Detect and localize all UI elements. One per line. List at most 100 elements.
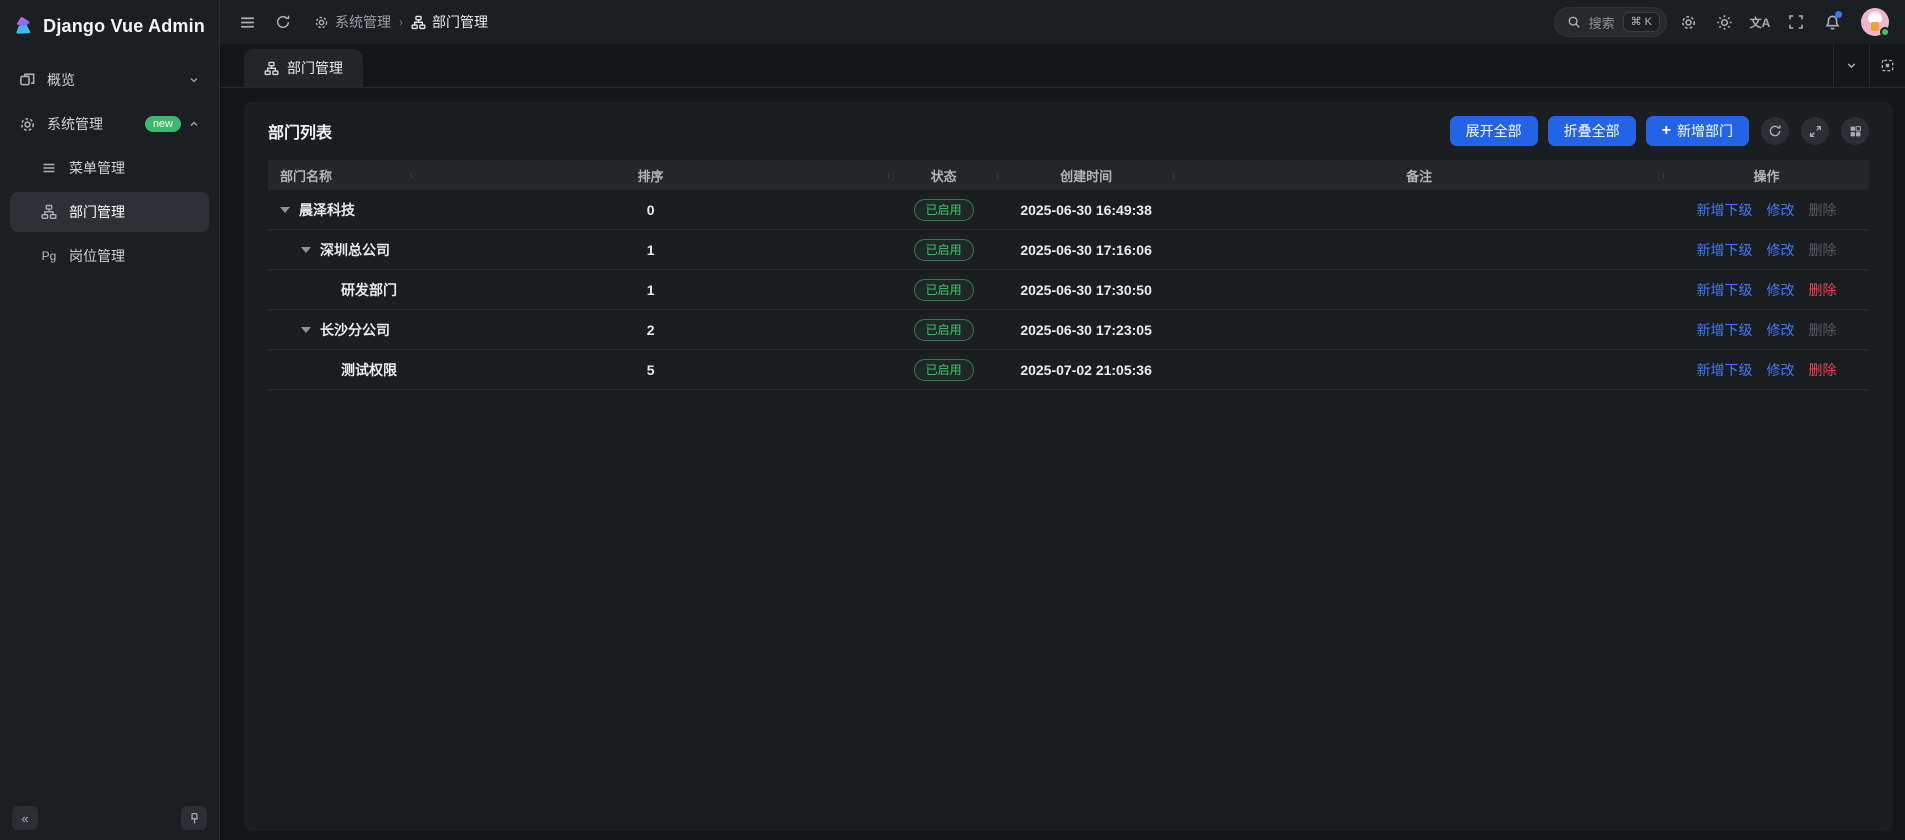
expand-arrow-icon[interactable] [301, 246, 311, 253]
pg-text-icon: Pg [41, 249, 57, 263]
sidebar-item-label: 概览 [47, 72, 75, 88]
pin-icon [188, 812, 201, 825]
chevron-up-icon [187, 118, 201, 130]
tab-bar: 部门管理 [220, 44, 1905, 88]
fullscreen-button[interactable] [1781, 7, 1811, 37]
action-edit-link[interactable]: 修改 [1766, 361, 1795, 378]
settings-button[interactable] [1673, 7, 1703, 37]
search-shortcut-kbd: ⌘ K [1622, 12, 1660, 32]
maximize-icon [1880, 58, 1895, 73]
actions-cell: 新增下级 修改 删除 [1664, 280, 1869, 300]
expand-arrow-placeholder [322, 287, 332, 293]
theme-toggle-button[interactable] [1709, 7, 1739, 37]
department-name: 深圳总公司 [320, 241, 390, 258]
status-cell: 已启用 [889, 318, 998, 341]
action-add-child-link[interactable]: 新增下级 [1696, 281, 1753, 298]
department-name-cell: 晨泽科技 [268, 200, 412, 220]
table-row: 晨泽科技 0 已启用 2025-06-30 16:49:38 新增下级 修改 删除 [268, 190, 1869, 230]
gear-icon [314, 15, 329, 30]
breadcrumb-item-dept[interactable]: 部门管理 [411, 12, 488, 32]
app-logo[interactable]: Django Vue Admin [0, 0, 219, 50]
department-name: 长沙分公司 [320, 321, 390, 338]
table-row: 长沙分公司 2 已启用 2025-06-30 17:23:05 新增下级 修改 删除 [268, 310, 1869, 350]
action-add-child-link[interactable]: 新增下级 [1696, 321, 1753, 338]
language-button[interactable]: 文A [1745, 7, 1775, 37]
global-search[interactable]: 搜索 ⌘ K [1553, 7, 1667, 37]
breadcrumb-label: 系统管理 [335, 14, 391, 30]
sidebar-item-menu-mgmt[interactable]: 菜单管理 [10, 148, 209, 188]
main-area: 系统管理 › 部门管理 搜索 ⌘ K [220, 0, 1905, 840]
action-add-child-link[interactable]: 新增下级 [1696, 361, 1753, 378]
sidebar-item-label: 岗位管理 [69, 248, 125, 264]
column-header-order: 排序 [412, 166, 890, 185]
action-edit-link[interactable]: 修改 [1766, 281, 1795, 298]
fullscreen-icon [1788, 14, 1804, 30]
app-title: Django Vue Admin [43, 15, 205, 36]
department-name-cell: 深圳总公司 [268, 240, 412, 260]
breadcrumb-item-system[interactable]: 系统管理 [314, 12, 391, 32]
tabs-dropdown-button[interactable] [1833, 44, 1869, 87]
sidebar-item-dept-mgmt[interactable]: 部门管理 [10, 192, 209, 232]
actions-cell: 新增下级 修改 删除 [1664, 200, 1869, 220]
column-header-name: 部门名称 [268, 166, 413, 185]
table-fullscreen-button[interactable] [1801, 117, 1829, 145]
action-delete-link: 删除 [1808, 201, 1837, 218]
add-department-button[interactable]: + 新增部门 [1645, 116, 1749, 146]
translate-icon: 文A [1749, 15, 1771, 30]
org-icon [411, 15, 426, 30]
action-delete-link: 删除 [1808, 241, 1837, 258]
sidebar-collapse-button[interactable]: « [12, 806, 38, 830]
column-header-remark: 备注 [1174, 166, 1664, 185]
breadcrumb-label: 部门管理 [432, 14, 488, 30]
grid-layout-icon [1849, 125, 1862, 138]
sidebar-item-post-mgmt[interactable]: Pg 岗位管理 [10, 236, 209, 276]
sidebar-item-system[interactable]: 系统管理 new [10, 104, 209, 144]
action-add-child-link[interactable]: 新增下级 [1696, 201, 1753, 218]
org-icon [264, 61, 279, 76]
action-edit-link[interactable]: 修改 [1766, 241, 1795, 258]
status-cell: 已启用 [889, 198, 998, 221]
tab-label: 部门管理 [287, 60, 343, 76]
bell-icon [1824, 14, 1841, 31]
order-cell: 1 [646, 281, 655, 298]
action-edit-link[interactable]: 修改 [1766, 321, 1795, 338]
actions-cell: 新增下级 修改 删除 [1664, 240, 1869, 260]
expand-all-button[interactable]: 展开全部 [1449, 116, 1538, 146]
expand-arrows-icon [1809, 125, 1822, 138]
tab-dept-mgmt[interactable]: 部门管理 [244, 49, 363, 87]
sidebar: Django Vue Admin 概览 系统管理 new [0, 0, 220, 840]
expand-arrow-placeholder [322, 367, 332, 373]
page-refresh-button[interactable] [268, 7, 298, 37]
sidebar-item-label: 部门管理 [69, 204, 125, 220]
sidebar-nav: 概览 系统管理 new 菜单管理 [0, 50, 219, 798]
user-avatar[interactable] [1861, 8, 1890, 37]
sidebar-pin-button[interactable] [181, 806, 207, 830]
sidebar-toggle-button[interactable] [232, 7, 262, 37]
collapse-all-button[interactable]: 折叠全部 [1547, 116, 1636, 146]
top-header: 系统管理 › 部门管理 搜索 ⌘ K [220, 0, 1905, 44]
table-columns-button[interactable] [1841, 117, 1869, 145]
breadcrumb-separator: › [399, 15, 403, 29]
action-edit-link[interactable]: 修改 [1766, 201, 1795, 218]
new-badge: new [144, 116, 181, 132]
sidebar-item-label: 菜单管理 [69, 160, 125, 176]
department-table: 部门名称 排序 状态 创建时间 备注 操作 晨泽科技 0 已启用 2025-06-30… [268, 160, 1869, 390]
action-add-child-link[interactable]: 新增下级 [1696, 241, 1753, 258]
status-badge: 已启用 [913, 238, 974, 261]
table-row: 深圳总公司 1 已启用 2025-06-30 17:16:06 新增下级 修改 删除 [268, 230, 1869, 270]
notifications-button[interactable] [1817, 7, 1847, 37]
expand-arrow-icon[interactable] [301, 326, 311, 333]
order-cell: 5 [646, 361, 655, 378]
table-refresh-button[interactable] [1761, 117, 1789, 145]
action-delete-link[interactable]: 删除 [1808, 281, 1837, 298]
status-cell: 已启用 [889, 278, 998, 301]
sidebar-item-overview[interactable]: 概览 [10, 60, 209, 100]
expand-arrow-icon[interactable] [280, 206, 290, 213]
status-badge: 已启用 [913, 318, 974, 341]
action-delete-link[interactable]: 删除 [1808, 361, 1837, 378]
logo-icon [16, 17, 31, 34]
department-card: 部门列表 展开全部 折叠全部 + 新增部门 [244, 102, 1893, 831]
created-time-cell: 2025-06-30 17:30:50 [1020, 281, 1152, 298]
content-maximize-button[interactable] [1869, 44, 1905, 87]
hamburger-icon [239, 14, 256, 31]
